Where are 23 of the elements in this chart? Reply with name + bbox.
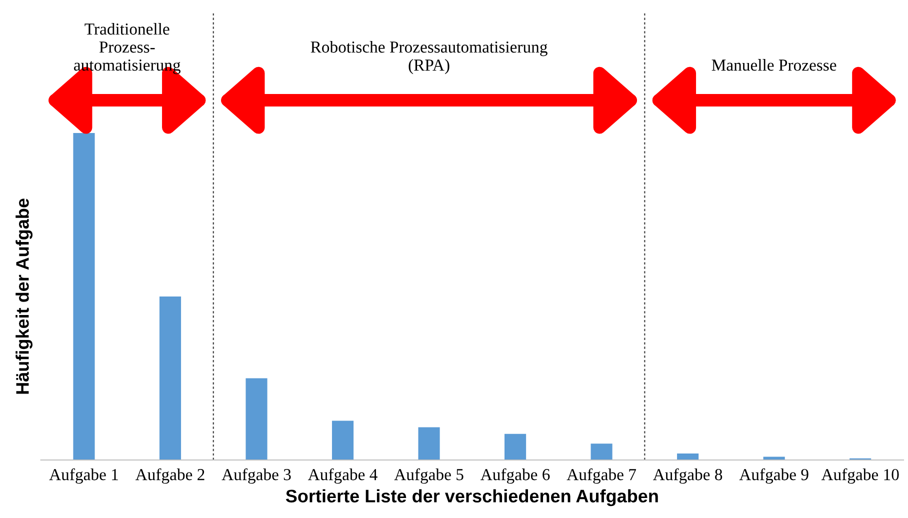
x-tick-label: Aufgabe 8 <box>653 468 722 484</box>
x-tick-label: Aufgabe 6 <box>480 468 550 484</box>
x-tick-label: Aufgabe 10 <box>821 468 899 484</box>
x-tick-label: Aufgabe 1 <box>49 468 118 484</box>
bar <box>418 427 440 460</box>
bar <box>332 420 354 460</box>
bar <box>246 378 268 460</box>
x-tick-label: Aufgabe 2 <box>135 468 204 484</box>
x-axis-title: Sortierte Liste der verschiedenen Aufgaben <box>286 489 658 506</box>
text: Robotische Prozessautomatisierung (RPA) <box>310 40 548 74</box>
bar <box>677 453 699 460</box>
bar <box>504 434 526 460</box>
bar <box>763 456 785 460</box>
x-tick-label: Aufgabe 9 <box>739 468 808 484</box>
x-tick-label: Aufgabe 5 <box>394 468 464 484</box>
text: Traditionelle Prozess- automatisierung <box>74 22 180 74</box>
x-tick-label: Aufgabe 3 <box>222 468 291 484</box>
y-axis-title: Häufigkeit der Aufgabe <box>16 198 33 394</box>
x-tick-label: Aufgabe 4 <box>308 468 378 484</box>
text: Manuelle Prozesse <box>712 59 836 71</box>
bar <box>590 444 612 460</box>
bar <box>159 296 182 460</box>
x-tick-label: Aufgabe 7 <box>566 468 636 484</box>
